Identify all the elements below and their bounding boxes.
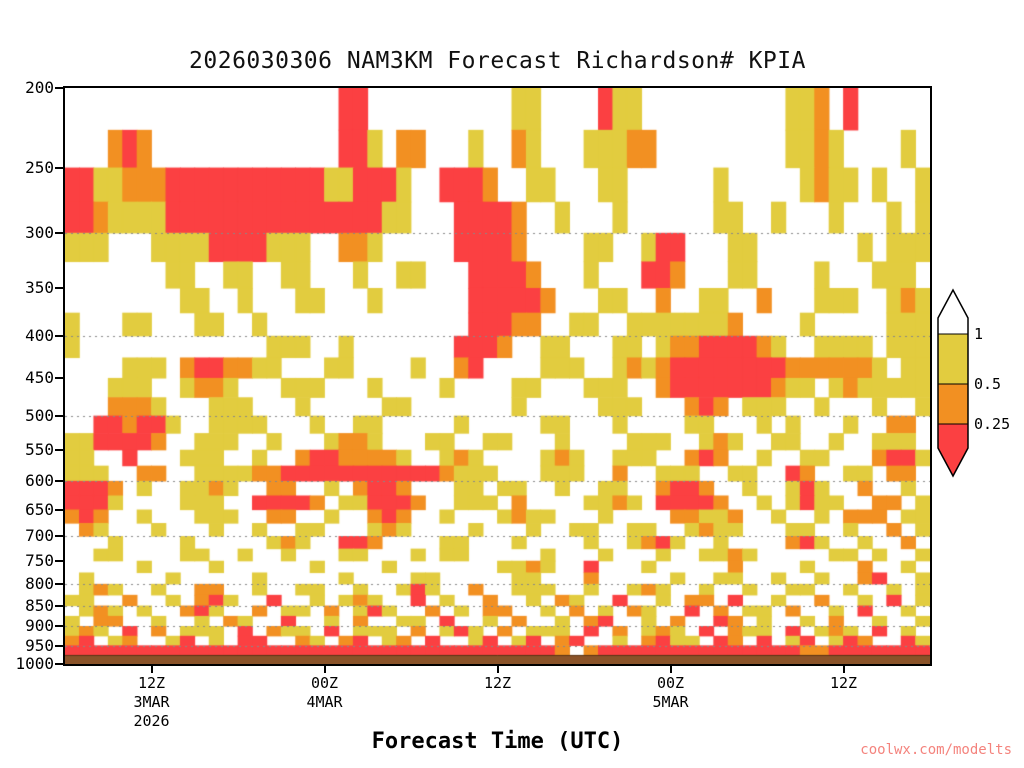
pressure-tick-mark [55, 583, 63, 586]
pressure-tick-label: 800 [25, 574, 54, 594]
colorbar-tick-label: 0.25 [974, 415, 1010, 433]
pressure-tick-mark [55, 480, 63, 483]
pressure-tick-label: 550 [25, 440, 54, 460]
colorbar-tick-label: 0.5 [974, 375, 1001, 393]
time-tick-mark [496, 666, 499, 673]
colorbar-shape [938, 424, 968, 476]
time-tick-label: 00Z 5MAR [652, 674, 689, 711]
pressure-tick-mark [55, 449, 63, 452]
pressure-tick-label: 900 [25, 616, 54, 636]
time-tick-label: 12Z 3MAR 2026 [133, 674, 170, 730]
pressure-tick-mark [55, 414, 63, 417]
pressure-tick-label: 650 [25, 499, 54, 519]
pressure-tick-mark [55, 87, 63, 89]
pressure-tick-label: 950 [25, 635, 54, 655]
pressure-tick-mark [55, 166, 63, 169]
colorbar-shape [937, 288, 969, 478]
pressure-tick-mark [55, 232, 63, 235]
time-tick-mark [323, 666, 326, 673]
pressure-tick-mark [55, 535, 63, 538]
colorbar-segment [938, 334, 968, 384]
pressure-tick-label: 200 [25, 78, 54, 97]
time-tick-label: 00Z 4MAR [306, 674, 343, 711]
colorbar-segment [938, 384, 968, 424]
pressure-tick-label: 450 [25, 368, 54, 388]
pressure-tick-label: 750 [25, 551, 54, 571]
chart-title: 2026030306 NAM3KM Forecast Richardson# K… [189, 48, 806, 74]
pressure-tick-mark [55, 663, 63, 665]
pressure-tick-label: 300 [25, 223, 54, 243]
pressure-tick-label: 700 [25, 526, 54, 546]
pressure-tick-mark [55, 644, 63, 647]
richardson-heatmap-canvas [65, 88, 930, 664]
colorbar-tick-label: 1 [974, 325, 983, 343]
pressure-tick-label: 600 [25, 471, 54, 491]
time-tick-mark [669, 666, 672, 673]
time-tick-label: 12Z [829, 674, 858, 692]
pressure-tick-label: 500 [25, 405, 54, 425]
pressure-tick-label: 400 [25, 326, 54, 346]
pressure-tick-mark [55, 560, 63, 563]
x-axis-title: Forecast Time (UTC) [371, 729, 624, 754]
richardson-colorbar: 1 0.5 0.25 [937, 288, 1010, 478]
time-tick-mark [842, 666, 845, 673]
pressure-tick-mark [55, 508, 63, 511]
pressure-tick-mark [55, 625, 63, 628]
pressure-tick-mark [55, 604, 63, 607]
time-tick-label: 12Z [483, 674, 512, 692]
pressure-tick-mark [55, 335, 63, 338]
pressure-tick-label: 350 [25, 278, 54, 298]
pressure-tick-label: 250 [25, 157, 54, 177]
time-tick-mark [150, 666, 153, 673]
pressure-tick-label: 850 [25, 595, 54, 615]
pressure-tick-label: 1000 [15, 654, 54, 673]
watermark: coolwx.com/modelts [860, 742, 1012, 758]
plot-area [63, 86, 932, 666]
pressure-tick-mark [55, 287, 63, 290]
pressure-tick-mark [55, 377, 63, 380]
